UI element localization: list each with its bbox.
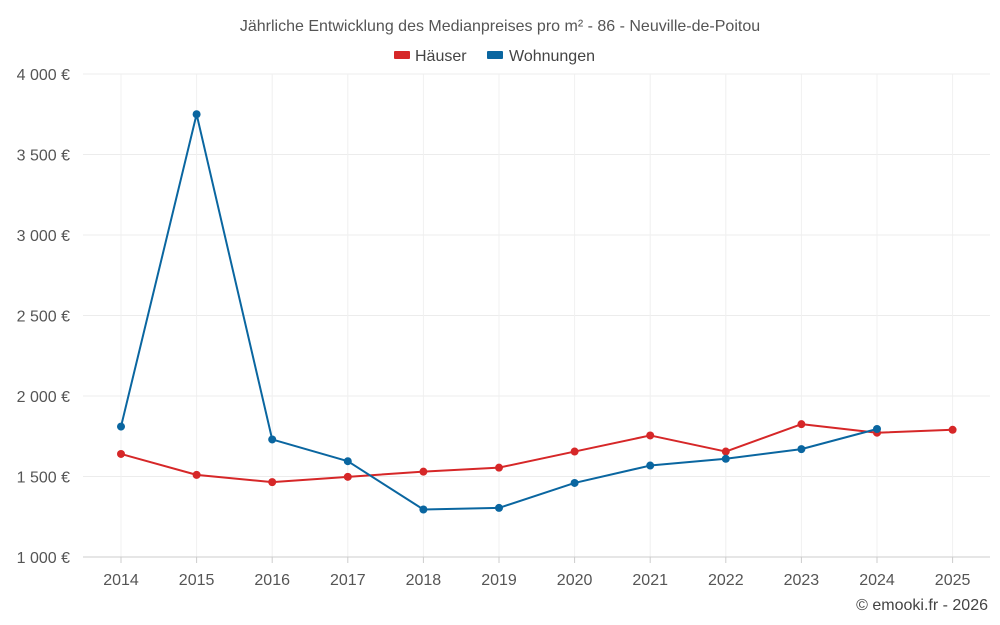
x-axis: 2014 2015 2016 2017 2018 2019 2020 2021 2022 2023… xyxy=(83,556,990,589)
series-line-haeuser xyxy=(120,423,953,484)
x-tick-label: 2024 xyxy=(859,572,895,589)
x-tick-label: 2019 xyxy=(481,572,517,589)
x-tick-label: 2014 xyxy=(103,572,139,589)
legend-swatch-haeuser xyxy=(394,51,410,59)
grid xyxy=(83,73,990,557)
x-tick-label: 2025 xyxy=(935,572,971,589)
data-point-wohnungen xyxy=(873,425,881,434)
y-axis: 1 000 € 1 500 € 2 000 € 2 500 € 3 000 € 3 500… xyxy=(17,67,70,567)
data-point-haeuser xyxy=(495,463,503,472)
credit-text: © emooki.fr - 2026 xyxy=(856,597,988,614)
y-tick-label: 3 000 € xyxy=(17,228,70,245)
y-tick-label: 1 500 € xyxy=(17,470,70,487)
legend-item-haeuser[interactable]: Häuser xyxy=(394,48,467,65)
data-point-wohnungen xyxy=(495,503,503,512)
data-point-haeuser xyxy=(570,447,579,456)
data-point-haeuser xyxy=(117,449,125,458)
y-tick-label: 1 000 € xyxy=(17,550,70,567)
x-tick-label: 2020 xyxy=(557,572,593,589)
y-tick-label: 4 000 € xyxy=(17,67,70,84)
data-point-wohnungen xyxy=(797,445,806,454)
data-point-haeuser xyxy=(419,467,428,476)
data-point-haeuser xyxy=(797,420,806,429)
x-tick-label: 2021 xyxy=(632,572,668,589)
data-point-haeuser xyxy=(268,478,277,487)
x-tick-label: 2017 xyxy=(330,572,366,589)
y-tick-label: 2 000 € xyxy=(17,389,70,406)
data-point-wohnungen xyxy=(117,422,125,431)
data-point-wohnungen xyxy=(721,454,730,463)
y-tick-label: 3 500 € xyxy=(17,148,70,165)
data-point-haeuser xyxy=(948,425,957,434)
data-point-haeuser xyxy=(192,470,201,479)
chart-title: Jährliche Entwicklung des Medianpreises … xyxy=(240,18,760,35)
series-layer xyxy=(117,110,957,514)
data-point-haeuser xyxy=(343,472,352,481)
data-point-wohnungen xyxy=(419,505,428,514)
x-tick-label: 2023 xyxy=(784,572,820,589)
data-point-wohnungen xyxy=(343,457,352,466)
data-point-haeuser xyxy=(646,431,655,440)
data-point-wohnungen xyxy=(192,110,201,119)
data-point-wohnungen xyxy=(570,478,579,487)
y-tick-label: 2 500 € xyxy=(17,309,70,326)
legend-item-wohnungen[interactable]: Wohnungen xyxy=(487,48,595,65)
x-tick-label: 2015 xyxy=(179,572,215,589)
x-tick-label: 2018 xyxy=(406,572,442,589)
legend-swatch-wohnungen xyxy=(487,51,503,59)
data-point-wohnungen xyxy=(268,435,277,444)
legend-label-wohnungen: Wohnungen xyxy=(509,48,595,65)
data-point-wohnungen xyxy=(646,461,655,470)
data-point-haeuser xyxy=(721,447,730,456)
x-tick-label: 2016 xyxy=(254,572,290,589)
x-tick-label: 2022 xyxy=(708,572,744,589)
legend: Häuser Wohnungen xyxy=(394,48,595,65)
legend-label-haeuser: Häuser xyxy=(415,48,467,65)
